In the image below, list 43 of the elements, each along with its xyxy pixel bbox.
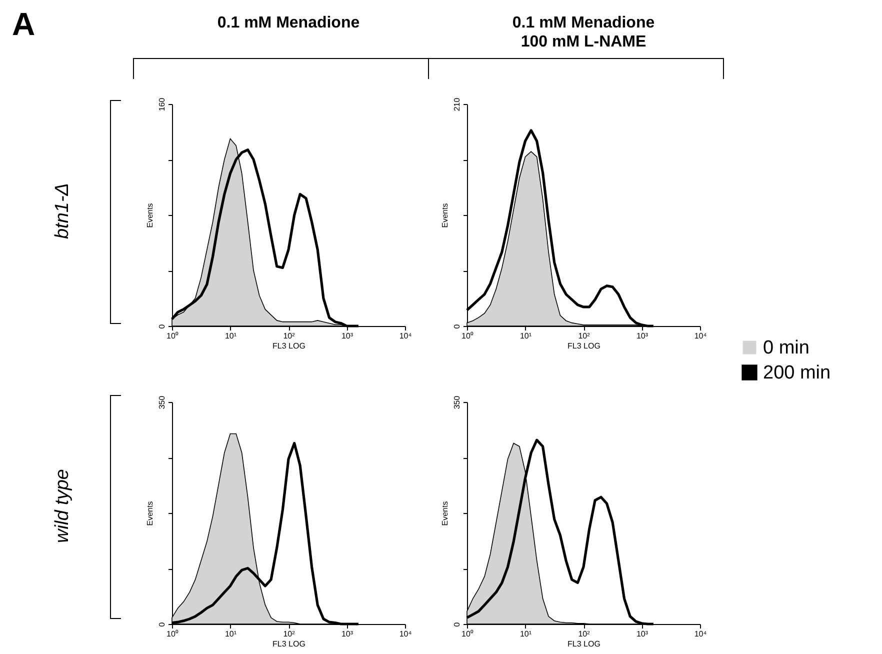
y-tick-label: 160 xyxy=(158,97,166,112)
x-axis-title: FL3 LOG xyxy=(272,342,306,350)
y-axis-title: Events xyxy=(146,501,154,526)
x-tick-label: 10² xyxy=(283,630,296,638)
y-tick-label: 0 xyxy=(452,622,462,627)
legend-label: 0 min xyxy=(763,338,810,358)
y-axis-title: Events xyxy=(440,203,450,228)
text: btn1-Δ xyxy=(52,182,74,240)
chart-title: 0.1 mM Menadione xyxy=(217,14,360,32)
y-tick-label: 210 xyxy=(452,97,462,112)
x-tick-label: 10⁴ xyxy=(399,630,412,638)
x-axis-title: FL3 LOG xyxy=(568,342,600,350)
x-tick-label: 10² xyxy=(578,630,590,638)
x-tick-label: 10² xyxy=(578,332,590,340)
x-tick-label: 10¹ xyxy=(520,630,532,638)
x-tick-label: 10³ xyxy=(341,332,354,340)
x-tick-label: 10⁴ xyxy=(399,332,412,340)
x-axis-title: FL3 LOG xyxy=(272,640,306,648)
y-axis-title: Events xyxy=(440,501,450,526)
y-tick-label: 0 xyxy=(452,324,462,329)
x-tick-label: 10⁰ xyxy=(462,332,474,340)
x-tick-label: 10³ xyxy=(636,332,648,340)
text: A xyxy=(12,6,36,43)
x-tick-label: 10⁴ xyxy=(694,630,708,638)
x-tick-label: 10¹ xyxy=(224,332,237,340)
chart-title: 0.1 mM Menadione 100 mM L-NAME xyxy=(512,14,655,50)
legend-label: 200 min xyxy=(763,362,831,384)
x-tick-label: 10⁰ xyxy=(462,630,474,638)
x-tick-label: 10¹ xyxy=(520,332,532,340)
x-axis-title: FL3 LOG xyxy=(568,640,600,648)
text: wild type xyxy=(52,469,74,543)
y-tick-label: 0 xyxy=(158,324,166,329)
x-tick-label: 10⁰ xyxy=(166,630,178,638)
x-tick-label: 10¹ xyxy=(224,630,237,638)
x-tick-label: 10² xyxy=(283,332,296,340)
y-tick-label: 350 xyxy=(452,395,462,410)
x-tick-label: 10³ xyxy=(636,630,648,638)
x-tick-label: 10³ xyxy=(341,630,354,638)
y-tick-label: 0 xyxy=(158,622,166,627)
y-axis-title: Events xyxy=(146,203,154,228)
x-tick-label: 10⁰ xyxy=(166,332,178,340)
y-tick-label: 350 xyxy=(158,395,166,410)
x-tick-label: 10⁴ xyxy=(694,332,708,340)
